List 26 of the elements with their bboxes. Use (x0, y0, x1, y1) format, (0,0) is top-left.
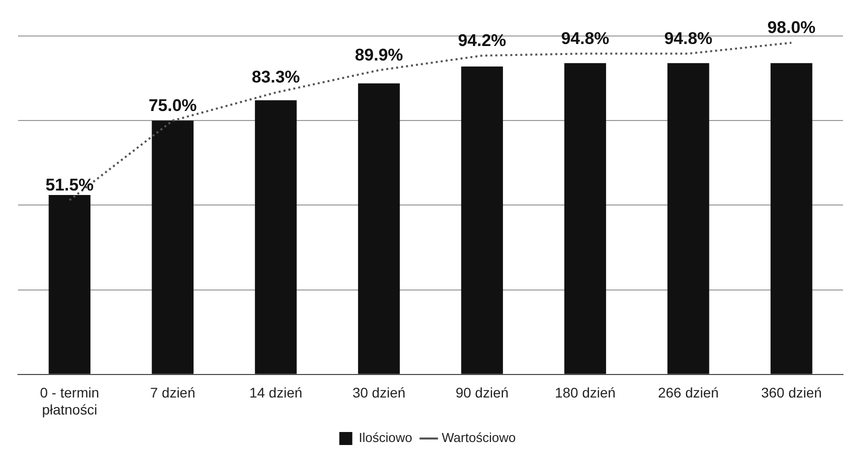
x-tick-label: 180 dzień (554, 384, 616, 401)
data-label: 51.5% (45, 175, 94, 194)
data-label: 75.0% (148, 96, 197, 115)
data-label: 89.9% (354, 45, 404, 64)
legend-label: Wartościowo (442, 430, 516, 446)
x-tick-label: 0 - termin płatności (40, 384, 100, 418)
x-tick-label: 266 dzień (658, 384, 719, 401)
data-label: 94.2% (458, 30, 506, 50)
x-tick-label: 360 dzień (761, 384, 822, 401)
x-tick-label: 30 dzień (352, 384, 406, 401)
legend-label: Ilościowo (358, 430, 412, 446)
bar (254, 100, 297, 374)
x-tick-label: 14 dzień (249, 384, 302, 401)
x-tick-label: 90 dzień (456, 384, 509, 401)
data-label: 94.8% (561, 28, 610, 48)
bar (667, 63, 710, 374)
bar (48, 195, 90, 374)
bar (152, 120, 194, 374)
data-label: 94.8% (664, 28, 712, 48)
data-label: 98.0% (767, 18, 816, 37)
bar (770, 63, 812, 374)
bar (564, 63, 606, 374)
bar (461, 66, 503, 374)
data-label: 83.3% (252, 68, 300, 87)
x-tick-label: 7 dzień (150, 384, 196, 401)
bar (358, 83, 400, 374)
